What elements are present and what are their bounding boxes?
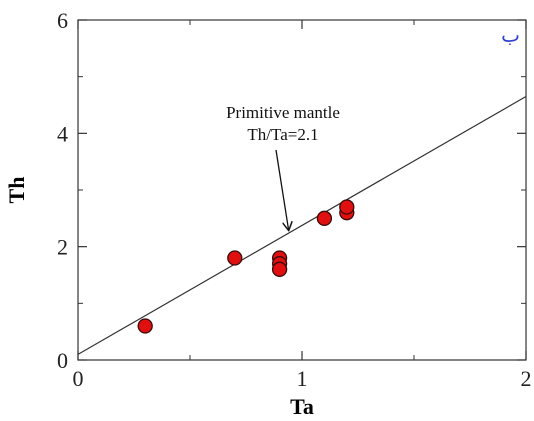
plot-frame — [77, 19, 527, 361]
tick-labels: 0 2 4 6 0 1 2 — [57, 8, 532, 391]
x-axis-title: Ta — [290, 394, 314, 419]
data-points — [137, 199, 355, 334]
annotation-line-2: Th/Ta=2.1 — [247, 125, 318, 144]
tick-marks — [77, 19, 527, 361]
data-point — [227, 250, 243, 266]
y-axis-title: Th — [4, 177, 29, 204]
y-tick-label: 6 — [57, 8, 68, 33]
y-tick-label: 4 — [57, 121, 68, 146]
x-tick-label: 0 — [73, 366, 84, 391]
primitive-mantle-reference-line — [77, 95, 527, 355]
panel-label: ب — [501, 23, 520, 47]
data-point — [271, 261, 288, 277]
annotation-line-1: Primitive mantle — [226, 103, 340, 122]
y-tick-label: 0 — [57, 348, 68, 373]
y-tick-label: 2 — [57, 235, 68, 260]
x-tick-label: 1 — [297, 366, 308, 391]
x-tick-label: 2 — [521, 366, 532, 391]
data-point — [137, 318, 153, 334]
data-point — [339, 199, 355, 215]
annotation-arrow — [275, 149, 289, 230]
data-point — [316, 210, 333, 226]
